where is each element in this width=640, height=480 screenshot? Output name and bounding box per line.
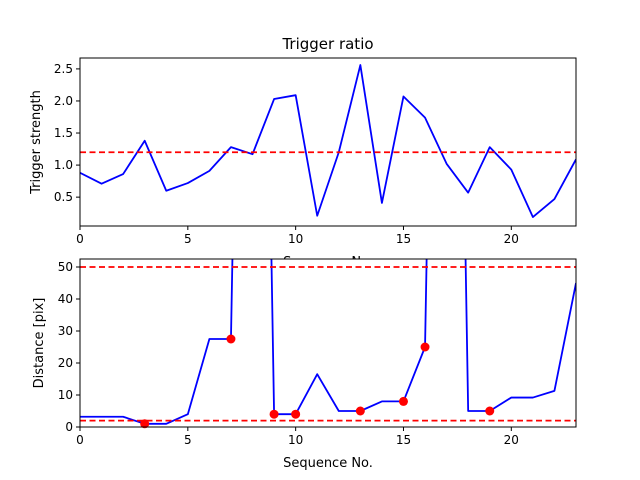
axes-frame <box>79 258 577 428</box>
marker-point <box>485 406 495 416</box>
x-tick-label: 20 <box>504 232 519 246</box>
x-tick-label: 0 <box>76 232 84 246</box>
y-tick-label: 10 <box>58 388 73 402</box>
data-layer <box>80 64 576 218</box>
marker-point <box>269 409 279 419</box>
x-tick-label: 15 <box>396 433 411 447</box>
marker-point <box>140 419 150 429</box>
x-tick-label: 20 <box>504 433 519 447</box>
marker-point <box>226 334 236 344</box>
marker-point <box>420 342 430 352</box>
y-tick-label: 20 <box>58 356 73 370</box>
y-tick-label: 50 <box>58 260 73 274</box>
x-tick-label: 15 <box>396 232 411 246</box>
distance-panel: Sequence No. Distance [pix] 0 5 10 15 20 0 10 2… <box>32 258 577 471</box>
y-tick-label: 2.0 <box>54 94 73 108</box>
series-line <box>80 64 576 218</box>
x-tick-label: 10 <box>288 433 303 447</box>
chart-title: Trigger ratio <box>281 35 373 53</box>
axes-background <box>80 259 576 427</box>
x-axis-label: Sequence No. <box>283 456 373 471</box>
plot-area: 0 5 10 15 20 0.5 1.0 1.5 2.0 2.5 <box>54 57 577 246</box>
y-tick-label: 0.5 <box>54 190 73 204</box>
y-tick-label: 30 <box>58 324 73 338</box>
plot-area: 0 5 10 15 20 0 10 20 30 40 50 <box>58 258 577 447</box>
x-tick-label: 10 <box>288 232 303 246</box>
y-tick-label: 1.5 <box>54 126 73 140</box>
y-tick-label: 40 <box>58 292 73 306</box>
y-tick-label: 1.0 <box>54 158 73 172</box>
y-tick-label: 2.5 <box>54 62 73 76</box>
axes-frame <box>79 57 577 227</box>
x-tick-label: 5 <box>184 232 192 246</box>
marker-point <box>398 396 408 406</box>
y-axis-label: Distance [pix] <box>32 298 47 389</box>
marker-point <box>355 406 365 416</box>
y-axis-label: Trigger strength <box>29 90 44 195</box>
x-tick-label: 0 <box>76 433 84 447</box>
marker-point <box>291 409 301 419</box>
y-tick-label: 0 <box>65 420 73 434</box>
x-tick-label: 5 <box>184 433 192 447</box>
